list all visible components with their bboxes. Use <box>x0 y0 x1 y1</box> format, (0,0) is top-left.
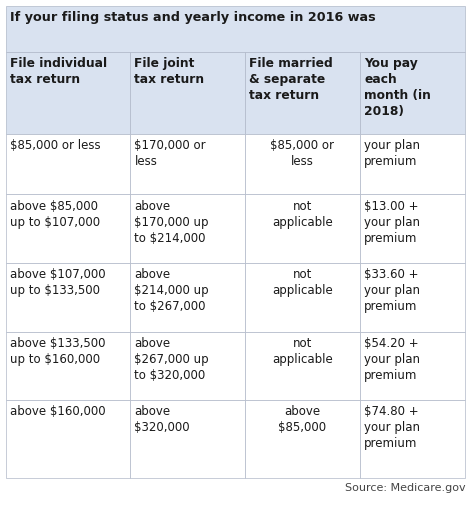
Text: above
$214,000 up
to $267,000: above $214,000 up to $267,000 <box>135 268 209 313</box>
Bar <box>360 263 465 331</box>
Bar <box>360 52 465 134</box>
Text: Source: Medicare.gov: Source: Medicare.gov <box>345 483 465 493</box>
Bar <box>245 134 360 194</box>
Bar <box>130 331 245 400</box>
Bar <box>360 331 465 400</box>
Bar <box>130 134 245 194</box>
Text: $74.80 +
your plan
premium: $74.80 + your plan premium <box>365 405 420 450</box>
Bar <box>360 400 465 478</box>
Text: above $160,000: above $160,000 <box>10 405 106 418</box>
Text: $85,000 or less: $85,000 or less <box>10 139 101 152</box>
Text: above $133,500
up to $160,000: above $133,500 up to $160,000 <box>10 337 106 366</box>
Bar <box>6 400 130 478</box>
Text: not
applicable: not applicable <box>272 200 333 229</box>
Bar <box>360 134 465 194</box>
Text: File married
& separate
tax return: File married & separate tax return <box>250 57 333 102</box>
Text: your plan
premium: your plan premium <box>365 139 420 168</box>
Text: above
$320,000: above $320,000 <box>135 405 190 434</box>
Bar <box>360 194 465 263</box>
Text: not
applicable: not applicable <box>272 268 333 297</box>
Bar <box>245 263 360 331</box>
Bar <box>130 194 245 263</box>
Bar <box>6 263 130 331</box>
Bar <box>130 400 245 478</box>
Text: $170,000 or
less: $170,000 or less <box>135 139 206 168</box>
Text: $33.60 +
your plan
premium: $33.60 + your plan premium <box>365 268 420 313</box>
Bar <box>130 263 245 331</box>
Text: $85,000 or
less: $85,000 or less <box>270 139 334 168</box>
Bar <box>245 194 360 263</box>
Text: above $85,000
up to $107,000: above $85,000 up to $107,000 <box>10 200 100 229</box>
Bar <box>6 331 130 400</box>
Bar <box>245 331 360 400</box>
Text: above
$170,000 up
to $214,000: above $170,000 up to $214,000 <box>135 200 209 245</box>
Text: above
$267,000 up
to $320,000: above $267,000 up to $320,000 <box>135 337 209 382</box>
Bar <box>245 52 360 134</box>
Text: File individual
tax return: File individual tax return <box>10 57 107 86</box>
Bar <box>6 134 130 194</box>
Bar <box>6 52 130 134</box>
Text: $13.00 +
your plan
premium: $13.00 + your plan premium <box>365 200 420 245</box>
Bar <box>6 194 130 263</box>
Bar <box>6 6 465 52</box>
Text: You pay
each
month (in
2018): You pay each month (in 2018) <box>365 57 431 118</box>
Text: above
$85,000: above $85,000 <box>278 405 326 434</box>
Bar <box>245 400 360 478</box>
Text: above $107,000
up to $133,500: above $107,000 up to $133,500 <box>10 268 106 297</box>
Text: File joint
tax return: File joint tax return <box>135 57 204 86</box>
Text: If your filing status and yearly income in 2016 was: If your filing status and yearly income … <box>10 11 376 24</box>
Text: not
applicable: not applicable <box>272 337 333 366</box>
Bar <box>130 52 245 134</box>
Text: $54.20 +
your plan
premium: $54.20 + your plan premium <box>365 337 420 382</box>
